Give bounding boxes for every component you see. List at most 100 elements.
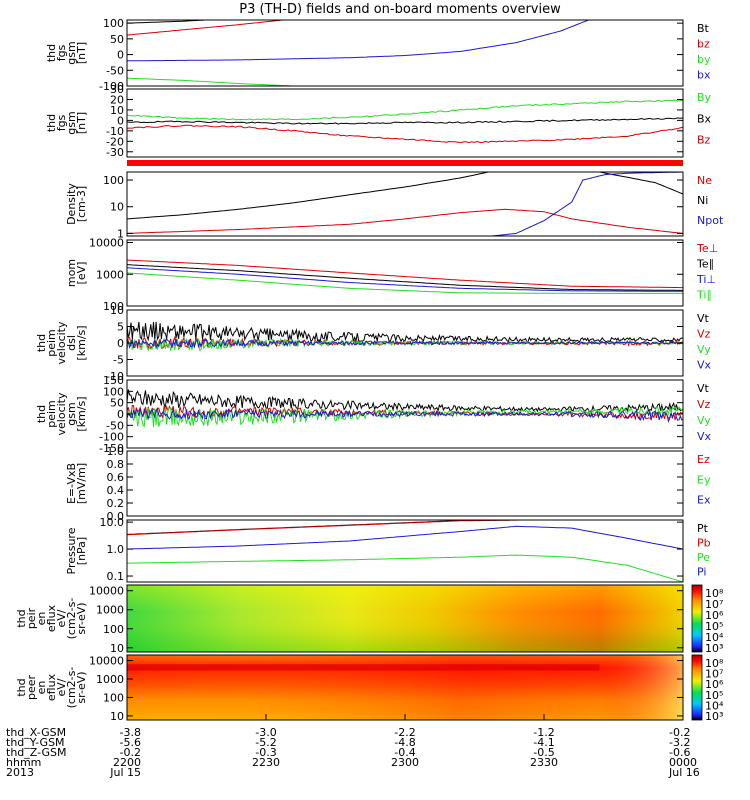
peer_flux-ylabel: en: [35, 681, 48, 695]
fgs_gsm2-ytick-label: 0: [117, 114, 124, 127]
fgs_gsm-frame: [126, 19, 684, 87]
ephemeris-value: 2300: [391, 756, 419, 769]
pressure-ylabel: [nPa]: [75, 537, 88, 565]
density-ytick-label: 1: [117, 227, 124, 240]
fgs_gsm2-series-By: [126, 99, 684, 121]
peim_gsm-series-Vt: [126, 389, 684, 413]
ephemeris-value: -2.2: [394, 726, 415, 739]
efield-ytick-label: 0.4: [107, 484, 125, 497]
mom-series-Ti⊥: [126, 267, 683, 292]
ephemeris-value: 2200: [113, 756, 141, 769]
ephemeris-value: -3.0: [255, 726, 276, 739]
fgs_gsm-ytick-label: -50: [106, 64, 124, 77]
efield-frame: [126, 450, 684, 517]
density-legend-0: Ne: [697, 174, 712, 187]
ephemeris-value: -3.8: [120, 726, 141, 739]
peer_flux-ylabel: sr-eV): [75, 671, 88, 703]
fgs_gsm2-legend-1: Bx: [697, 112, 712, 125]
density-ylabel: Density: [65, 183, 78, 225]
peir_flux-ylabel: thd: [15, 609, 28, 627]
ephemeris-value: -0.3: [255, 746, 276, 759]
efield-ytick-label: 0.0: [107, 510, 125, 523]
peir_flux-colorbar-tick: 10⁸: [705, 587, 724, 600]
peim_dsl-ytick-label: -5: [113, 354, 124, 367]
peim_gsm-series-Vx: [126, 407, 684, 423]
fgs_gsm-ylabel: [nT]: [75, 42, 88, 64]
fgs_gsm2-ytick-label: -30: [106, 146, 124, 159]
density-legend-1: Ni: [697, 194, 708, 207]
peim_gsm-legend-3: Vx: [697, 430, 712, 443]
fgs_gsm-ytick-label: 100: [103, 17, 124, 30]
pressure-ylabel: Pressure: [65, 527, 78, 574]
peer_flux-ytick-label: 10000: [89, 655, 124, 668]
density-series-Npot: [127, 171, 684, 237]
peir_flux-ylabel: (cm2-s-: [65, 598, 78, 640]
peir_flux-ylabel: sr-eV): [75, 602, 88, 634]
peer_flux-ytick-label: 1000: [96, 673, 124, 686]
fgs_gsm-ytick-label: -100: [99, 80, 124, 93]
efield-legend-2: Ex: [697, 494, 711, 507]
peer_flux-colorbar-tick: 10⁸: [705, 657, 724, 670]
peim_gsm-ylabel: peim: [45, 400, 58, 428]
peir_flux-spectrogram-overlay: [127, 585, 683, 652]
mom-legend-0: Te⊥: [696, 242, 718, 255]
density-frame: [126, 171, 684, 237]
peer_flux-colorbar-tick: 10⁵: [705, 689, 723, 702]
peir_flux-colorbar-tick: 10⁶: [705, 609, 724, 622]
peim_gsm-ytick-label: 0: [117, 408, 124, 421]
fgs_gsm2-ylabel: [nT]: [75, 112, 88, 134]
ephemeris-row-label: hhmm: [6, 756, 41, 769]
ephemeris-row-label: thd_X-GSM: [6, 726, 66, 739]
fgs_gsm-series-bz: [126, 19, 283, 36]
fgs_gsm-legend-3: bx: [697, 69, 711, 82]
fgs_gsm2-ytick-label: -20: [106, 135, 124, 148]
ephemeris-value: -1.2: [533, 726, 554, 739]
ephemeris-value: -0.5: [533, 746, 554, 759]
mom-legend-3: Ti∥: [696, 289, 712, 302]
mom-ytick-label: 1000: [96, 268, 124, 281]
peim_gsm-ytick-label: 150: [103, 374, 124, 387]
peer_flux-ylabel: thd: [15, 678, 28, 696]
pressure-series-Pb: [126, 519, 522, 536]
ephemeris-table: thd_X-GSMthd_Y-GSMthd_Z-GSMhhmm2013-3.8-…: [6, 726, 700, 779]
peer_flux-colorbar-tick: 10⁶: [705, 678, 724, 691]
fgs_gsm2-legend-0: By: [697, 91, 712, 104]
ephemeris-value: -5.6: [120, 736, 141, 749]
density-legend-2: Npot: [697, 214, 724, 227]
ephemeris-value: -0.2: [120, 746, 141, 759]
mom-series-Ti∥: [126, 272, 683, 294]
density-series-Ni: [126, 171, 684, 220]
ephemeris-row-label: 2013: [6, 766, 34, 779]
panels: 100500-50-100thdfgsgsm[nT]Btbzbybx302010…: [15, 17, 724, 723]
peim_dsl-series-Vx: [126, 338, 684, 350]
efield-ytick-label: 0.2: [107, 497, 125, 510]
peim_gsm-legend-0: Vt: [697, 382, 710, 395]
peir_flux-ytick-label: 100: [103, 623, 124, 636]
peir_flux-ytick-label: 10000: [89, 585, 124, 598]
fgs_gsm2-ylabel: gsm: [65, 111, 78, 134]
mom-legend-1: Te∥: [696, 258, 714, 271]
mom-ylabel: mom: [65, 259, 78, 287]
peim_dsl-ylabel: [km/s]: [75, 325, 88, 360]
peim_dsl-legend-3: Vx: [697, 359, 712, 372]
peer_flux-colorbar: [691, 654, 703, 721]
efield-legend-0: Ez: [697, 453, 710, 466]
peim_gsm-ytick-label: -50: [106, 419, 124, 432]
figure-title: P3 (TH-D) fields and on-board moments ov…: [239, 2, 561, 17]
peer_flux-ylabel: eV/: [55, 678, 68, 696]
density-ytick-label: 100: [103, 174, 124, 187]
peer_flux-colorbar-tick: 10⁷: [705, 668, 723, 681]
peim_dsl-ylabel: peim: [45, 329, 58, 357]
peer_flux-ylabel: (cm2-s-: [65, 667, 78, 709]
fgs_gsm-ylabel: thd: [45, 44, 58, 62]
peer_flux-ytick-label: 10: [110, 710, 124, 723]
ephemeris-value: -0.4: [394, 746, 415, 759]
panel-density: 100 10 1 Density[cm-3] Ne Ni Npot: [65, 171, 724, 240]
ephemeris-value: 0000: [669, 756, 697, 769]
fgs_gsm-ytick-label: 0: [117, 49, 124, 62]
fgs_gsm2-series-Bx: [126, 117, 684, 125]
